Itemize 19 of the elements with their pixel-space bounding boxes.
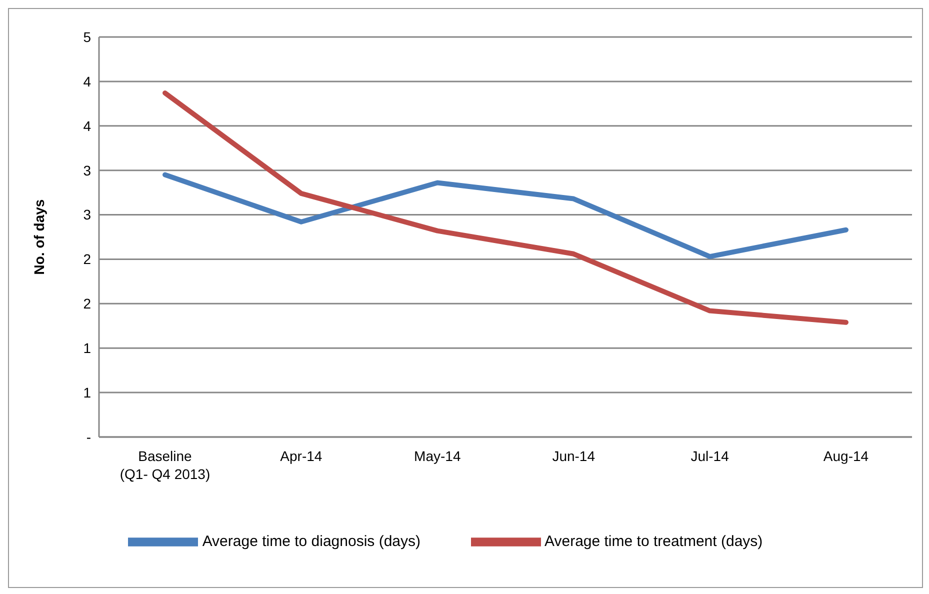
- y-tick-label: 1: [83, 384, 92, 401]
- y-tick-label: 2: [83, 251, 92, 268]
- y-tick-label: 4: [83, 73, 92, 90]
- y-tick-label: -: [86, 428, 92, 445]
- legend-label: Average time to diagnosis (days): [202, 532, 420, 550]
- y-tick-label: 1: [83, 340, 92, 356]
- x-tick-label: Apr-14: [280, 448, 322, 464]
- y-axis-title: No. of days: [30, 199, 47, 275]
- legend-label: Average time to treatment (days): [544, 532, 763, 550]
- y-tick-label: 2: [83, 296, 92, 312]
- x-tick-label: Aug-14: [823, 448, 869, 464]
- y-tick-label: 3: [83, 206, 92, 223]
- x-tick-label: Baseline (Q1- Q4 2013): [120, 448, 210, 482]
- x-tick-label: May-14: [414, 448, 461, 464]
- y-tick-label: 3: [83, 162, 92, 178]
- x-tick-label: Jul-14: [690, 448, 730, 464]
- x-tick-label: Jun-14: [552, 448, 596, 464]
- y-tick-label: 5: [83, 28, 92, 45]
- y-tick-label: 4: [83, 118, 92, 134]
